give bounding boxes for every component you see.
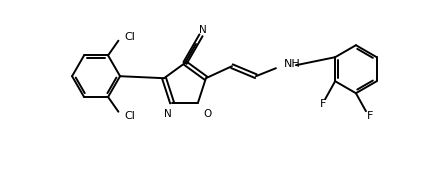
Text: O: O (203, 109, 211, 119)
Text: NH: NH (284, 59, 301, 69)
Text: F: F (320, 99, 326, 109)
Text: Cl: Cl (125, 111, 135, 121)
Text: F: F (367, 111, 373, 121)
Text: N: N (164, 109, 172, 119)
Text: Cl: Cl (125, 32, 135, 42)
Text: N: N (199, 25, 207, 35)
